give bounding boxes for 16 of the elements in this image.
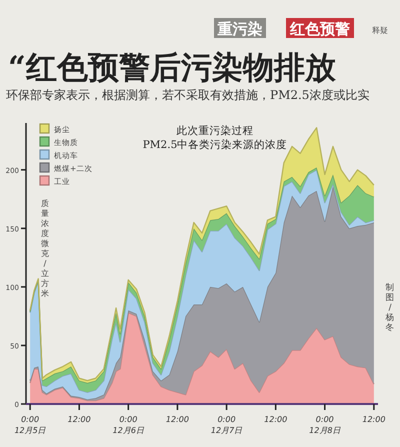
x-tick-label: 12:00	[166, 415, 189, 424]
x-tick-label: 0:00 12月8日	[309, 415, 342, 435]
header: 重污染 红色预警	[214, 18, 354, 38]
x-tick-label: 0:00 12月5日	[14, 415, 47, 435]
x-tick-label: 12:00	[68, 415, 91, 424]
text: PM2.5中各类污染来源的浓度	[142, 138, 288, 151]
text: 制图/杨冬	[384, 282, 394, 333]
x-tick-label: 12:00	[264, 415, 288, 424]
x-tick-label: 0:00 12月7日	[210, 415, 244, 435]
x-tick-label: 0:00 12月6日	[112, 415, 145, 435]
text: 释疑	[372, 26, 388, 35]
text: “红色预警后污染物排放	[8, 50, 337, 86]
chart-title: 此次重污染过程	[176, 124, 254, 137]
text: 质量浓度微克/立方米	[41, 199, 49, 298]
x-tick-label: 12:00	[362, 415, 386, 424]
text: 环保部专家表示，根据测算，若不采取有效措施，PM2.5浓度或比实	[6, 88, 370, 102]
